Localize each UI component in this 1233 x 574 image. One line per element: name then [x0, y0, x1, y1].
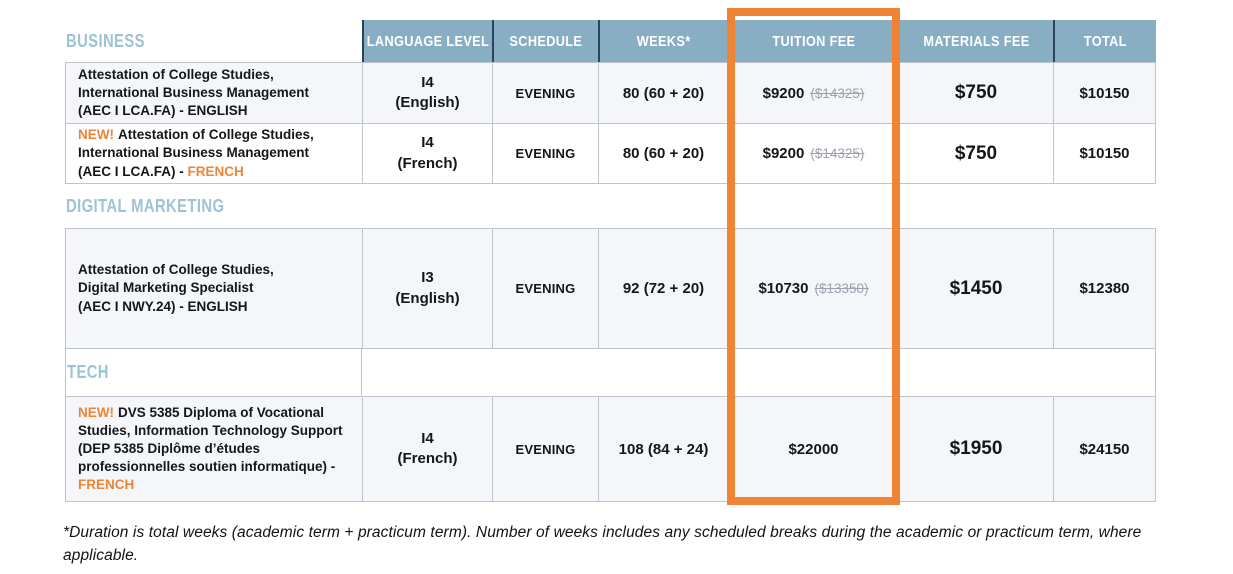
program-language-word: FRENCH — [78, 477, 135, 493]
column-header-total: TOTAL — [1053, 20, 1156, 62]
weeks-cell: 80 (60 + 20) — [598, 124, 728, 183]
schedule-cell: EVENING — [492, 124, 598, 183]
program-name: Attestation of College Studies, Internat… — [78, 66, 309, 120]
tuition-fee-cell: $22000 — [728, 397, 898, 501]
table-row-digital-marketing-english: Attestation of College Studies, Digital … — [65, 228, 1156, 348]
program-language-word: FRENCH — [187, 163, 244, 179]
total-value: $12380 — [1079, 280, 1130, 297]
program-name: Attestation of College Studies, Digital … — [78, 261, 274, 315]
materials-fee-cell: $750 — [898, 63, 1053, 123]
program-cell: Attestation of College Studies, Internat… — [65, 63, 362, 123]
language-level-value: I4 (English) — [395, 73, 460, 111]
section-header-digital-marketing: DIGITAL MARKETING — [65, 183, 1156, 228]
total-cell: $24150 — [1053, 397, 1156, 501]
weeks-cell: 108 (84 + 24) — [598, 397, 728, 501]
table-row-tech-french: NEW! DVS 5385 Diploma of Vocational Studi… — [65, 396, 1156, 502]
weeks-value: 80 (60 + 20) — [622, 84, 705, 102]
program-language-word: ENGLISH — [187, 298, 248, 314]
program-title: DVS 5385 Diploma of Vocational Studies, … — [78, 404, 343, 475]
section-header-business-cell: BUSINESS — [65, 20, 362, 62]
language-level-cell: I3 (English) — [362, 229, 492, 348]
tuition-current-price: $9200 — [762, 145, 805, 162]
weeks-value: 108 (84 + 24) — [618, 440, 709, 458]
schedule-value: EVENING — [515, 441, 576, 457]
program-title: Attestation of College Studies, Internat… — [78, 127, 314, 179]
tuition-fee-cell: $10730 ($13350) — [728, 229, 898, 348]
tuition-current-price: $9200 — [762, 84, 805, 102]
footnote: *Duration is total weeks (academic term … — [63, 524, 1142, 565]
table-header-row: BUSINESS LANGUAGE LEVEL SCHEDULE WEEKS* … — [65, 20, 1156, 62]
column-header-schedule-label: SCHEDULE — [509, 32, 583, 50]
tuition-current-price: $22000 — [788, 440, 839, 458]
total-value: $10150 — [1079, 84, 1130, 102]
schedule-cell: EVENING — [492, 397, 598, 501]
materials-fee-cell: $750 — [898, 124, 1053, 183]
materials-fee-value: $1950 — [949, 438, 1003, 459]
column-header-weeks-label: WEEKS* — [637, 32, 691, 50]
tuition-old-price: ($14325) — [810, 85, 865, 101]
total-value: $24150 — [1079, 440, 1130, 458]
weeks-cell: 92 (72 + 20) — [598, 229, 728, 348]
program-name: NEW! Attestation of College Studies, Inte… — [78, 126, 314, 180]
language-level-value: I4 (French) — [397, 134, 458, 172]
column-header-tuition-fee-label: TUITION FEE — [772, 32, 856, 50]
program-cell: Attestation of College Studies, Digital … — [65, 229, 362, 348]
section-header-digital-marketing-cell: DIGITAL MARKETING — [65, 184, 362, 228]
tuition-current-price: $10730 — [758, 280, 809, 297]
column-header-language-level: LANGUAGE LEVEL — [362, 20, 492, 62]
total-cell: $10150 — [1053, 124, 1156, 183]
total-cell: $10150 — [1053, 63, 1156, 123]
section-label-tech: TECH — [67, 361, 109, 383]
column-header-schedule: SCHEDULE — [492, 20, 598, 62]
new-badge: NEW! — [78, 404, 114, 420]
table-row-business-french: NEW! Attestation of College Studies, Inte… — [65, 123, 1156, 183]
column-header-total-label: TOTAL — [1083, 32, 1128, 50]
schedule-value: EVENING — [515, 146, 576, 161]
tuition-old-price: ($13350) — [814, 281, 869, 296]
language-level-cell: I4 (French) — [362, 124, 492, 183]
schedule-cell: EVENING — [492, 63, 598, 123]
materials-fee-cell: $1450 — [898, 229, 1053, 348]
program-name: NEW! DVS 5385 Diploma of Vocational Studi… — [78, 404, 343, 494]
weeks-value: 92 (72 + 20) — [622, 280, 705, 297]
program-fees-table: BUSINESS LANGUAGE LEVEL SCHEDULE WEEKS* … — [65, 20, 1156, 502]
weeks-cell: 80 (60 + 20) — [598, 63, 728, 123]
column-header-tuition-fee: TUITION FEE — [728, 20, 898, 62]
language-level-value: I3 (English) — [395, 269, 460, 307]
materials-fee-value: $750 — [954, 142, 998, 164]
program-title: Attestation of College Studies, Digital … — [78, 262, 274, 314]
program-cell: NEW! DVS 5385 Diploma of Vocational Studi… — [65, 397, 362, 501]
column-header-materials-fee-label: MATERIALS FEE — [923, 32, 1030, 50]
total-value: $10150 — [1079, 145, 1130, 162]
tuition-old-price: ($14325) — [810, 146, 865, 161]
materials-fee-value: $1450 — [949, 277, 1003, 299]
tuition-fee-cell: $9200 ($14325) — [728, 124, 898, 183]
materials-fee-value: $750 — [954, 82, 998, 103]
program-title: Attestation of College Studies, Internat… — [78, 66, 310, 119]
section-label-digital-marketing: DIGITAL MARKETING — [66, 194, 225, 216]
column-header-language-level-label: LANGUAGE LEVEL — [366, 32, 490, 50]
schedule-value: EVENING — [515, 85, 576, 101]
new-badge: NEW! — [78, 127, 114, 143]
table-row-business-english: Attestation of College Studies, Internat… — [65, 62, 1156, 123]
column-header-materials-fee: MATERIALS FEE — [898, 20, 1053, 62]
total-cell: $12380 — [1053, 229, 1156, 348]
weeks-value: 80 (60 + 20) — [622, 145, 705, 162]
schedule-value: EVENING — [515, 281, 576, 296]
tuition-fee-cell: $9200 ($14325) — [728, 63, 898, 123]
section-header-tech: TECH — [65, 348, 1156, 396]
language-level-cell: I4 (French) — [362, 397, 492, 501]
column-header-weeks: WEEKS* — [598, 20, 728, 62]
section-label-business: BUSINESS — [66, 30, 145, 51]
program-language-word: ENGLISH — [187, 103, 248, 119]
program-cell: NEW! Attestation of College Studies, Inte… — [65, 124, 362, 183]
section-header-tech-cell: TECH — [65, 349, 362, 396]
materials-fee-cell: $1950 — [898, 397, 1053, 501]
schedule-cell: EVENING — [492, 229, 598, 348]
language-level-value: I4 (French) — [397, 429, 458, 467]
language-level-cell: I4 (English) — [362, 63, 492, 123]
